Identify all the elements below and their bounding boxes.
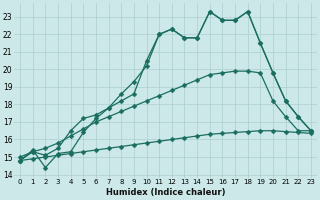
- X-axis label: Humidex (Indice chaleur): Humidex (Indice chaleur): [106, 188, 225, 197]
